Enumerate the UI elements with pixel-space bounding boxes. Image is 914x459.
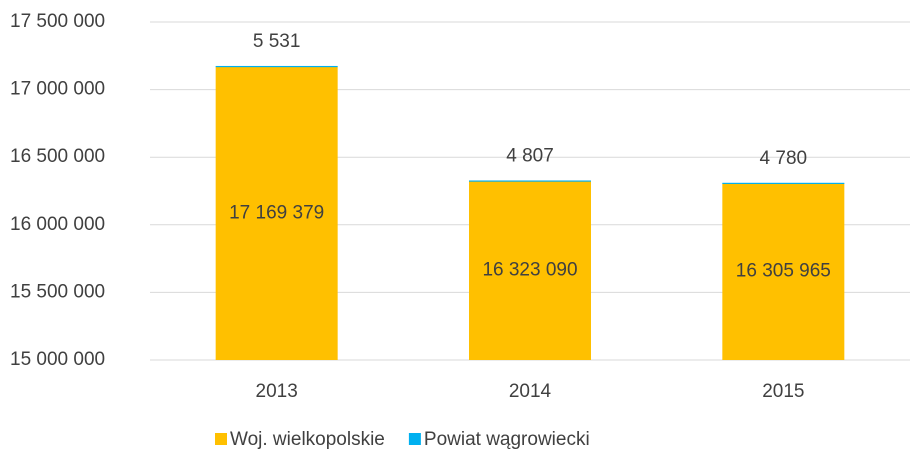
x-tick-label: 2013 [256, 381, 298, 402]
bar [469, 180, 591, 182]
value-label: 17 169 379 [229, 202, 324, 223]
y-tick-label: 17 000 000 [10, 79, 105, 100]
legend-swatch [408, 433, 421, 445]
value-label: 5 531 [253, 31, 301, 52]
y-tick-label: 15 500 000 [10, 281, 105, 302]
value-label: 16 305 965 [736, 261, 831, 282]
bar [215, 66, 338, 361]
legend-label: Powiat wągrowiecki [424, 429, 590, 450]
bar [722, 182, 845, 184]
x-tick-label: 2015 [762, 381, 804, 402]
legend-swatch [215, 433, 227, 445]
value-label: 4 807 [506, 145, 554, 166]
x-tick-label: 2014 [509, 381, 552, 402]
value-label: 4 780 [760, 148, 808, 169]
y-tick-label: 16 500 000 [10, 146, 105, 167]
y-tick-label: 17 500 000 [10, 11, 105, 32]
bar [215, 65, 338, 68]
y-tick-label: 16 000 000 [10, 214, 105, 235]
value-label: 16 323 090 [482, 260, 577, 281]
bar [469, 181, 591, 360]
y-tick-label: 15 000 000 [10, 349, 105, 370]
legend-label: Woj. wielkopolskie [230, 429, 385, 450]
bar [722, 183, 845, 360]
